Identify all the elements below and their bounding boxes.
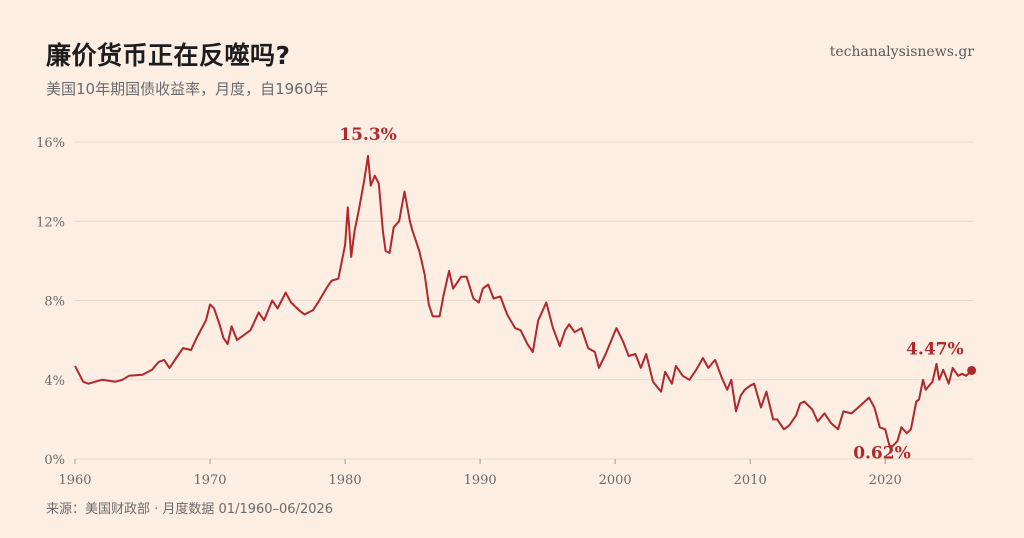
annotation-layer: 15.3% 0.62% 4.47%	[339, 125, 963, 464]
x-tick-label: 1970	[193, 473, 226, 488]
y-tick-label: 4%	[44, 374, 65, 389]
source-note: 来源：美国财政部 · 月度数据 01/1960–06/2026	[46, 502, 334, 517]
y-tick-label: 12%	[36, 215, 65, 230]
y-tick-label: 0%	[44, 453, 65, 468]
series-line	[74, 154, 973, 448]
axis-layer: 0% 4% 8% 12% 16% 1960 1970 1980 1990 2000 2010 2020	[36, 136, 902, 488]
y-tick-label: 16%	[36, 136, 65, 151]
line-layer	[74, 154, 977, 448]
annotation-label: 0.62%	[853, 444, 911, 464]
x-tick-label: 2000	[599, 473, 632, 488]
x-tick-label: 1990	[464, 473, 497, 488]
site-name[interactable]: techanalysisnews.gr	[829, 44, 974, 60]
grid-layer	[75, 141, 973, 460]
x-tick-label: 1980	[329, 473, 362, 488]
page-subtitle: 美国10年期国债收益率，月度，自1960年	[46, 80, 329, 98]
x-tick-label: 2020	[869, 473, 902, 488]
annotation-label: 4.47%	[906, 339, 964, 359]
last-point-marker	[967, 365, 977, 375]
page-title: 廉价货币正在反噬吗?	[46, 41, 291, 70]
annotation-label: 15.3%	[339, 125, 397, 145]
x-tick-label: 1960	[58, 473, 91, 488]
x-tick-label: 2010	[734, 473, 767, 488]
y-tick-label: 8%	[44, 295, 65, 310]
